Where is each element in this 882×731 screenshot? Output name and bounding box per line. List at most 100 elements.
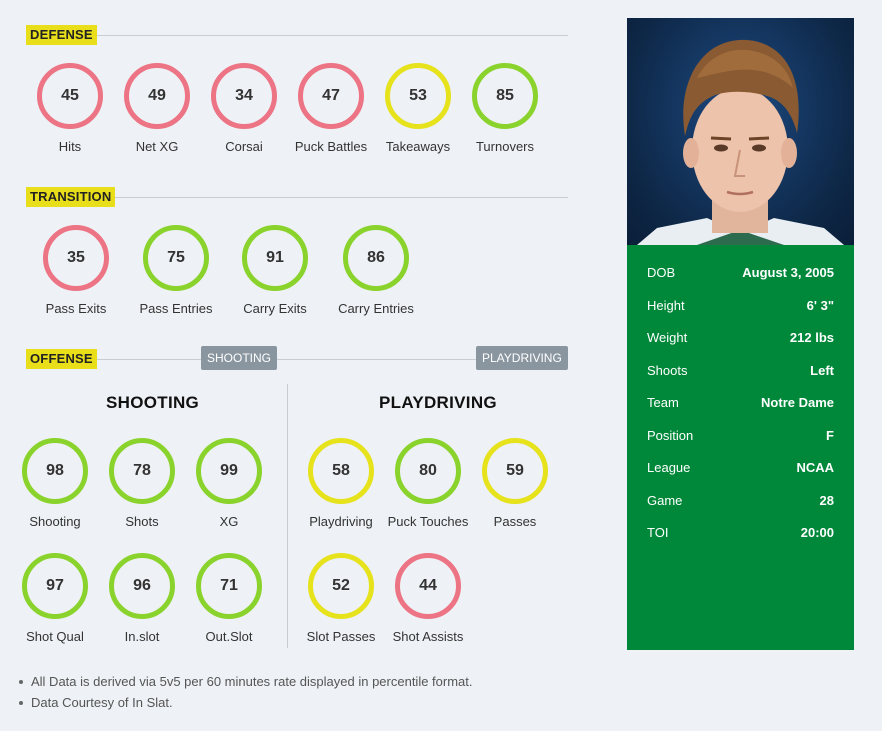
shooting-button[interactable]: SHOOTING [201, 346, 278, 370]
defense-label: DEFENSE [26, 25, 97, 45]
stat-label: XG [219, 514, 239, 529]
stat-label: Puck Touches [387, 514, 469, 529]
playdriving-title: PLAYDRIVING [379, 393, 497, 412]
transition-label: TRANSITION [26, 187, 116, 207]
info-value: 20:00 [800, 525, 834, 540]
percentile-ring: 44 [395, 553, 461, 619]
player-info-row: TOI 20:00 [647, 525, 834, 558]
stat-label: In.slot [124, 629, 160, 644]
stat-label: Shots [125, 514, 159, 529]
player-info-row: Team Notre Dame [647, 395, 834, 428]
divider [26, 197, 568, 198]
stat-item: 52 Slot Passes [297, 553, 385, 644]
info-key: League [647, 460, 691, 475]
stat-label: Carry Exits [243, 301, 307, 316]
info-value: Left [810, 362, 834, 378]
stat-item: 86 Carry Entries [332, 225, 420, 316]
defense-section-header: DEFENSE [26, 25, 568, 45]
percentile-ring: 80 [395, 438, 461, 504]
player-info-row: League NCAA [647, 460, 834, 493]
stat-label: Shot Qual [26, 629, 84, 644]
stat-item: 49 Net XG [113, 63, 201, 154]
player-info-row: Height 6' 3" [647, 298, 834, 331]
footnotes: All Data is derived via 5v5 per 60 minut… [18, 671, 473, 713]
percentile-ring: 47 [298, 63, 364, 129]
offense-section-header: OFFENSE [26, 349, 568, 369]
stat-item: 96 In.slot [98, 553, 186, 644]
info-value: 212 lbs [789, 330, 834, 345]
stat-item: 80 Puck Touches [384, 438, 472, 529]
percentile-ring: 96 [109, 553, 175, 619]
stat-item: 44 Shot Assists [384, 553, 472, 644]
percentile-ring: 98 [22, 438, 88, 504]
info-key: Weight [647, 330, 688, 345]
percentile-ring: 78 [109, 438, 175, 504]
stat-label: Playdriving [309, 514, 373, 529]
stat-item: 35 Pass Exits [32, 225, 120, 316]
stat-label: Out.Slot [205, 629, 253, 644]
percentile-ring: 45 [37, 63, 103, 129]
stat-label: Passes [493, 514, 537, 529]
stat-label: Takeaways [385, 139, 451, 154]
footnote: All Data is derived via 5v5 per 60 minut… [18, 671, 473, 692]
stat-label: Slot Passes [306, 629, 376, 644]
info-value: Notre Dame [761, 395, 834, 410]
percentile-ring: 97 [22, 553, 88, 619]
player-info: DOB August 3, 2005 Height 6' 3" Weight 212 lb… [647, 265, 834, 558]
stat-item: 71 Out.Slot [185, 553, 273, 644]
transition-section-header: TRANSITION [26, 187, 568, 207]
info-value: August 3, 2005 [742, 265, 834, 280]
stat-label: Hits [58, 139, 82, 154]
percentile-ring: 99 [196, 438, 262, 504]
info-value: NCAA [796, 460, 834, 475]
stat-item: 47 Puck Battles [287, 63, 375, 154]
stat-label: Corsai [225, 139, 263, 154]
info-key: TOI [647, 525, 669, 540]
player-info-row: Weight 212 lbs [647, 330, 834, 363]
playdriving-button[interactable]: PLAYDRIVING [476, 346, 568, 370]
stat-item: 97 Shot Qual [11, 553, 99, 644]
stat-label: Shooting [29, 514, 81, 529]
shooting-title: SHOOTING [106, 393, 200, 412]
stat-item: 45 Hits [26, 63, 114, 154]
stat-label: Puck Battles [294, 139, 368, 154]
info-key: Team [647, 395, 679, 410]
percentile-ring: 75 [143, 225, 209, 291]
stat-item: 85 Turnovers [461, 63, 549, 154]
divider [26, 359, 568, 360]
stat-item: 58 Playdriving [297, 438, 385, 529]
divider [26, 35, 568, 36]
player-photo [627, 18, 854, 245]
info-key: Position [647, 427, 694, 443]
column-divider [287, 384, 288, 648]
percentile-ring: 53 [385, 63, 451, 129]
percentile-ring: 35 [43, 225, 109, 291]
percentile-ring: 49 [124, 63, 190, 129]
offense-label: OFFENSE [26, 349, 97, 369]
info-value: 28 [819, 492, 834, 508]
percentile-ring: 58 [308, 438, 374, 504]
player-info-row: Shoots Left [647, 363, 834, 396]
stat-item: 91 Carry Exits [231, 225, 319, 316]
player-photo-illustration [637, 39, 844, 245]
info-value: 6' 3" [806, 297, 834, 313]
stat-item: 99 XG [185, 438, 273, 529]
stat-label: Shot Assists [392, 629, 464, 644]
stat-item: 53 Takeaways [374, 63, 462, 154]
stat-item: 98 Shooting [11, 438, 99, 529]
player-card: DOB August 3, 2005 Height 6' 3" Weight 212 lb… [627, 18, 854, 650]
percentile-ring: 59 [482, 438, 548, 504]
player-info-row: DOB August 3, 2005 [647, 265, 834, 298]
stat-item: 34 Corsai [200, 63, 288, 154]
info-key: Game [647, 492, 683, 508]
stat-item: 59 Passes [471, 438, 559, 529]
stat-label: Carry Entries [338, 301, 414, 316]
info-key: DOB [647, 265, 676, 280]
stat-label: Pass Entries [139, 301, 213, 316]
info-key: Height [647, 297, 685, 313]
percentile-ring: 91 [242, 225, 308, 291]
stat-label: Pass Exits [45, 301, 107, 316]
percentile-ring: 34 [211, 63, 277, 129]
percentile-ring: 85 [472, 63, 538, 129]
info-value: F [826, 427, 834, 443]
